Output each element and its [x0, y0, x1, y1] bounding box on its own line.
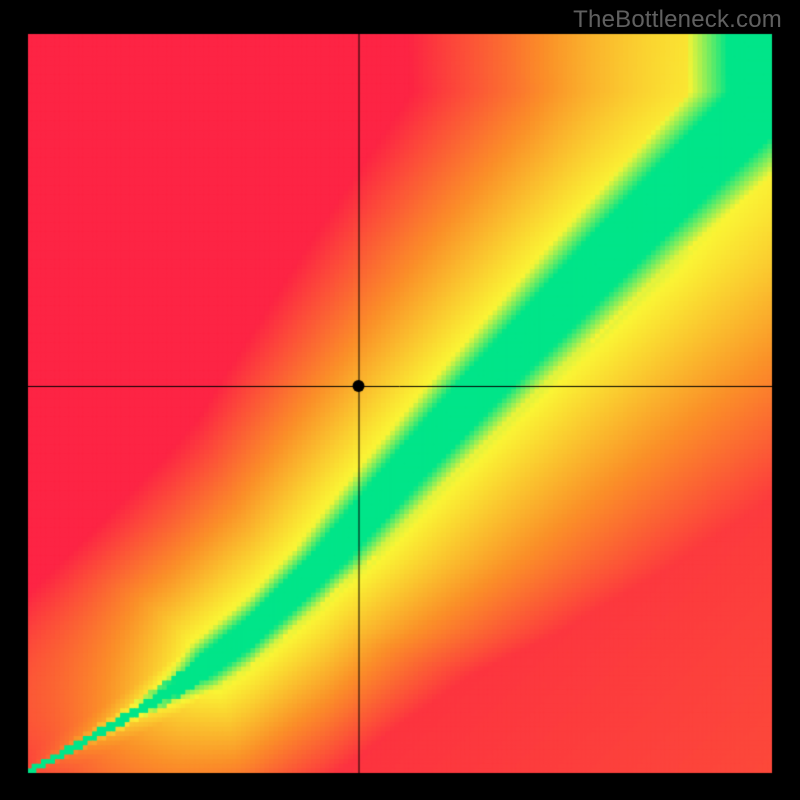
chart-container: TheBottleneck.com [0, 0, 800, 800]
heatmap-canvas [0, 0, 800, 800]
watermark-text: TheBottleneck.com [573, 6, 782, 34]
